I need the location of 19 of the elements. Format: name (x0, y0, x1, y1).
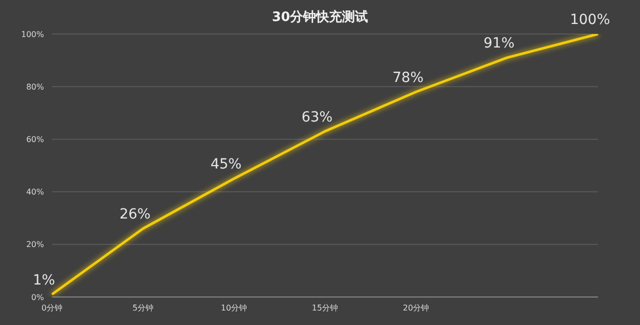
chart-title: 30分钟快充测试 (272, 10, 368, 25)
data-label: 63% (301, 109, 333, 126)
x-tick-label: 0分钟 (41, 304, 63, 313)
y-tick-label: 60% (26, 135, 44, 144)
y-tick-label: 100% (21, 30, 44, 39)
y-tick-label: 20% (26, 240, 44, 250)
y-tick-label: 40% (26, 188, 44, 197)
x-tick-label: 5分钟 (132, 304, 154, 313)
data-label: 1% (32, 272, 56, 288)
y-tick-label: 80% (26, 82, 44, 92)
x-tick-label: 10分钟 (220, 304, 248, 313)
data-label: 78% (392, 70, 424, 86)
y-tick-label: 0% (31, 292, 44, 302)
data-label: 100% (570, 12, 610, 28)
data-label: 45% (210, 156, 242, 173)
data-label: 26% (119, 206, 151, 223)
x-tick-label: 15分钟 (312, 304, 338, 313)
x-tick-label: 20分钟 (402, 304, 430, 313)
data-label: 91% (483, 36, 515, 52)
